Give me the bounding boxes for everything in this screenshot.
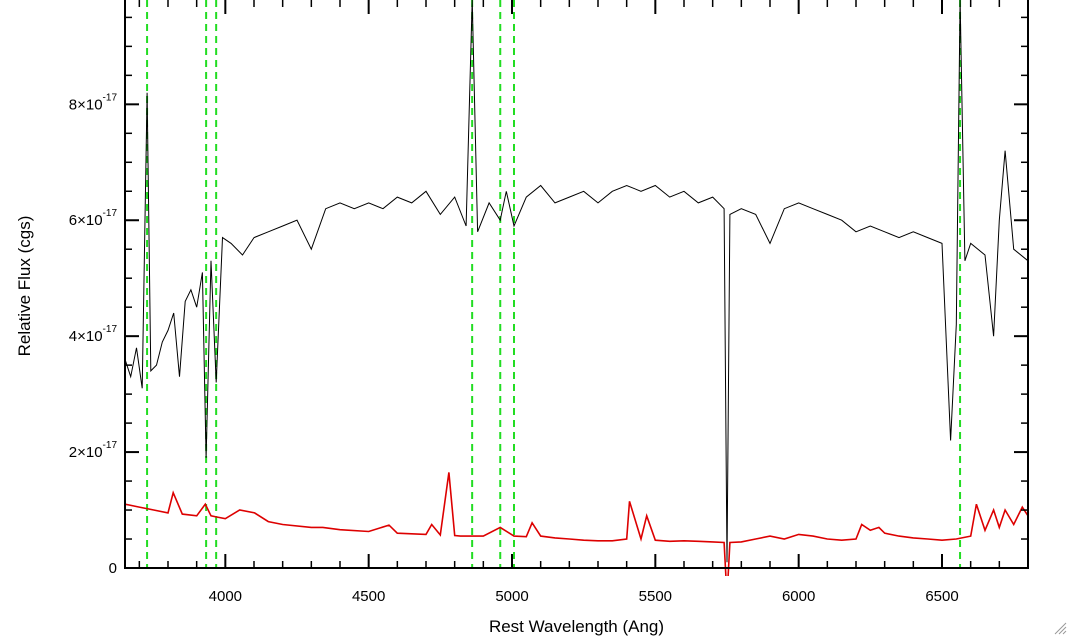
x-tick-label: 5000: [495, 588, 528, 605]
y-tick-label: 0: [109, 560, 117, 577]
noise-spectrum-line: [125, 472, 1028, 576]
x-tick-label: 6500: [925, 588, 958, 605]
x-tick-label: 5500: [639, 588, 672, 605]
x-tick-label: 4000: [209, 588, 242, 605]
resize-grip-icon[interactable]: [1053, 621, 1067, 635]
y-axis-title: Relative Flux (cgs): [15, 216, 34, 357]
y-tick-label: 8×10-17: [69, 92, 118, 113]
axis-ticks: [125, 0, 1029, 569]
x-tick-label: 4500: [352, 588, 385, 605]
x-tick-labels: 4000 4500 5000 5500 6000 6500: [209, 588, 959, 605]
y-tick-label: 2×10-17: [69, 440, 118, 461]
emission-line-markers: [146, 0, 962, 568]
plot-frame: [124, 0, 1029, 569]
observed-spectrum-line: [125, 0, 1028, 563]
spectrum-series: [125, 0, 1028, 576]
y-tick-labels: 0 2×10-17 4×10-17 6×10-17 8×10-17: [69, 92, 118, 577]
x-axis-title: Rest Wavelength (Ang): [489, 617, 664, 636]
x-tick-label: 6000: [782, 588, 815, 605]
y-tick-label: 4×10-17: [69, 324, 118, 345]
y-tick-label: 6×10-17: [69, 208, 118, 229]
